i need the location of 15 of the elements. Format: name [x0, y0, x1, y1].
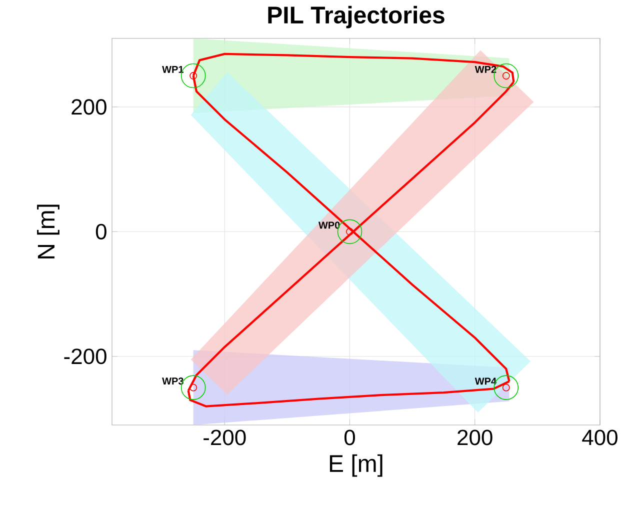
x-axis-title: E [m]: [330, 454, 382, 477]
annotation: WP2: [474, 66, 496, 73]
x-tick-label: 0: [344, 430, 355, 446]
x-tick-label: 400: [582, 430, 618, 446]
x-tick-label: -200: [204, 430, 246, 446]
y-axis-title: N [m]: [37, 204, 60, 258]
annotation: WP3: [162, 378, 184, 385]
annotation: WP1: [162, 66, 184, 73]
chart-title: PIL Trajectories: [268, 6, 444, 28]
y-tick-label: 0: [96, 224, 106, 240]
y-tick-label: 200: [72, 99, 106, 115]
annotation: WP0: [318, 222, 340, 229]
y-tick-label: -200: [64, 348, 106, 364]
x-tick-label: 200: [458, 430, 492, 446]
annotation: WP4: [474, 378, 496, 385]
